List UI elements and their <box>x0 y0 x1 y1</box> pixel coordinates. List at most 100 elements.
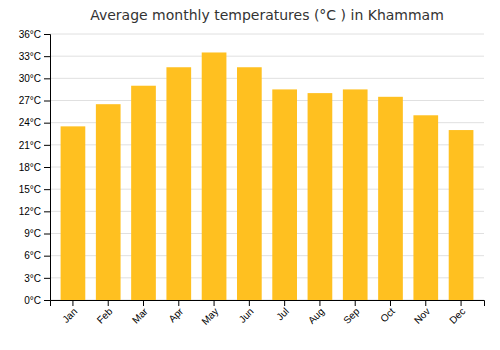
y-tick: 36°C <box>19 29 50 40</box>
y-tick-mark <box>44 167 50 168</box>
x-tick-label: Jul <box>274 306 291 323</box>
y-tick: 33°C <box>19 51 50 62</box>
grid-line <box>50 56 484 57</box>
x-tick-mark <box>355 300 356 306</box>
y-tick: 0°C <box>24 295 50 306</box>
x-tick-label: Oct <box>378 306 397 325</box>
x-tick-label: Apr <box>166 305 185 324</box>
y-tick-mark <box>44 211 50 212</box>
y-tick: 3°C <box>24 273 50 284</box>
y-tick: 21°C <box>19 140 50 151</box>
bar <box>413 115 438 300</box>
y-tick-label: 6°C <box>24 250 41 261</box>
y-tick: 9°C <box>24 228 50 239</box>
x-tick-mark <box>108 300 109 306</box>
grid-line <box>50 78 484 79</box>
y-tick-mark <box>44 101 50 102</box>
x-tick-mark <box>390 300 391 306</box>
y-tick-label: 3°C <box>24 273 41 284</box>
x-tick-mark <box>249 300 250 306</box>
x-axis-line <box>51 301 485 307</box>
x-tick: Jul <box>274 300 291 322</box>
y-tick-mark <box>44 56 50 57</box>
y-tick-label: 0°C <box>24 295 41 306</box>
x-tick: Sep <box>341 300 362 326</box>
x-tick-label: Aug <box>306 306 326 326</box>
chart-title: Average monthly temperatures (°C ) in Kh… <box>90 7 444 23</box>
x-tick-label: Mar <box>130 305 150 325</box>
bar <box>237 67 262 300</box>
x-tick: Nov <box>412 300 432 326</box>
y-tick-mark <box>44 234 50 235</box>
y-axis: 0°C 3°C 6°C 9°C 12°C 15°C 18°C 21°C 24°C 27°C 30°C… <box>19 29 51 306</box>
bar <box>131 86 156 300</box>
y-tick: 24°C <box>19 117 50 128</box>
y-tick-mark <box>44 78 50 79</box>
x-tick-label: Jan <box>60 306 79 325</box>
y-tick-label: 33°C <box>19 51 41 62</box>
y-tick-label: 30°C <box>19 73 41 84</box>
y-tick-label: 9°C <box>24 228 41 239</box>
x-tick-mark <box>143 300 144 306</box>
chart-container: 0°C 3°C 6°C 9°C 12°C 15°C 18°C 21°C 24°C 27°C 30°C… <box>0 0 500 350</box>
x-tick: Oct <box>378 300 397 324</box>
bar <box>202 52 227 300</box>
x-tick: Apr <box>166 300 185 324</box>
grid-line <box>50 100 484 101</box>
chart-svg: 0°C 3°C 6°C 9°C 12°C 15°C 18°C 21°C 24°C 27°C 30°C… <box>0 0 500 350</box>
y-tick-mark <box>44 189 50 190</box>
y-tick-mark <box>44 123 50 124</box>
bar <box>96 104 121 300</box>
x-tick-mark <box>178 300 179 306</box>
y-tick-mark <box>44 145 50 146</box>
x-tick-mark <box>425 300 426 306</box>
y-tick: 15°C <box>19 184 50 195</box>
plot-area: 0°C 3°C 6°C 9°C 12°C 15°C 18°C 21°C 24°C 27°C 30°C… <box>19 29 485 327</box>
y-tick-label: 24°C <box>19 117 41 128</box>
y-tick-mark <box>44 256 50 257</box>
y-tick: 27°C <box>19 95 50 106</box>
x-axis: Jan Feb Mar Apr May Jun Jul Aug Sep Oct Nov Dec <box>51 300 485 327</box>
y-tick-label: 27°C <box>19 95 41 106</box>
x-tick-label: Jun <box>237 306 256 325</box>
x-tick: May <box>199 300 220 327</box>
x-tick: Aug <box>306 300 326 326</box>
bar <box>272 89 297 300</box>
y-tick: 12°C <box>19 206 50 217</box>
bar <box>378 97 403 300</box>
x-tick: Mar <box>130 300 150 326</box>
y-axis-line <box>44 35 51 301</box>
y-tick: 6°C <box>24 250 50 261</box>
y-tick-label: 18°C <box>19 162 41 173</box>
y-tick: 18°C <box>19 162 50 173</box>
bar <box>449 130 474 300</box>
y-tick-label: 21°C <box>19 140 41 151</box>
x-tick: Jan <box>60 300 79 325</box>
bar <box>166 67 191 300</box>
x-tick: Dec <box>447 300 467 326</box>
x-tick-mark <box>284 300 285 306</box>
x-tick-label: Dec <box>447 306 467 326</box>
grid <box>50 34 484 300</box>
bar <box>61 126 86 300</box>
x-tick-mark <box>72 300 73 306</box>
y-tick: 30°C <box>19 73 50 84</box>
bar <box>308 93 333 300</box>
y-tick-label: 12°C <box>19 206 41 217</box>
grid-line <box>50 34 484 35</box>
x-tick-label: Feb <box>95 305 115 325</box>
y-tick-mark <box>44 34 50 35</box>
x-tick: Feb <box>95 300 115 326</box>
x-tick-label: Sep <box>341 305 362 326</box>
y-tick-label: 36°C <box>19 29 41 40</box>
bars <box>61 52 474 300</box>
x-tick-label: Nov <box>412 306 432 326</box>
x-tick-mark <box>214 300 215 306</box>
y-tick-mark <box>44 300 50 301</box>
x-tick: Jun <box>237 300 256 325</box>
x-tick-label: May <box>199 306 220 327</box>
x-tick-mark <box>461 300 462 306</box>
y-tick-label: 15°C <box>19 184 41 195</box>
bar <box>343 89 368 300</box>
y-tick-mark <box>44 278 50 279</box>
